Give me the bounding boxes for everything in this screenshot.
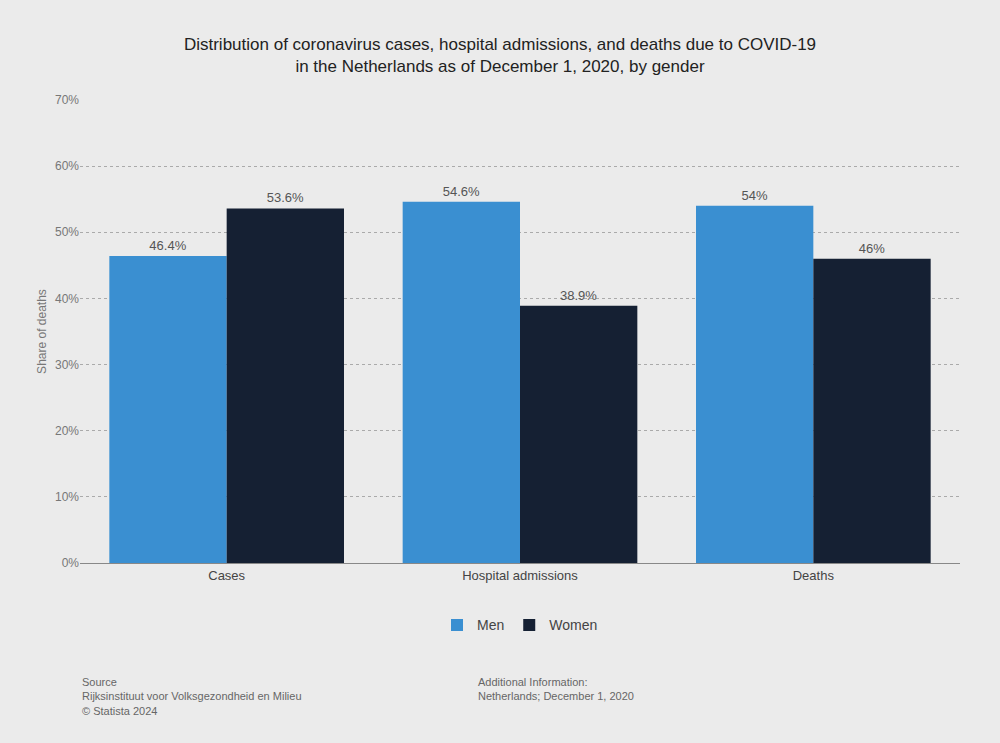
svg-text:30%: 30% <box>55 358 79 372</box>
svg-text:Cases: Cases <box>208 568 245 583</box>
svg-text:50%: 50% <box>55 225 79 239</box>
svg-text:10%: 10% <box>55 490 79 504</box>
svg-text:Additional Information:Netherl: Additional Information:Netherlands; Dece… <box>478 676 634 702</box>
svg-text:38.9%: 38.9% <box>560 288 597 303</box>
svg-text:Deaths: Deaths <box>793 568 835 583</box>
svg-text:Hospital admissions: Hospital admissions <box>462 568 578 583</box>
svg-text:Share of deaths: Share of deaths <box>35 289 49 374</box>
svg-text:Men: Men <box>477 617 504 633</box>
svg-text:Distribution of coronavirus ca: Distribution of coronavirus cases, hospi… <box>184 35 816 76</box>
svg-text:70%: 70% <box>55 93 79 107</box>
svg-text:53.6%: 53.6% <box>267 190 304 205</box>
svg-text:46.4%: 46.4% <box>149 238 186 253</box>
svg-text:SourceRijksinstituut voor Volk: SourceRijksinstituut voor Volksgezondhei… <box>82 676 302 717</box>
svg-text:54%: 54% <box>741 188 767 203</box>
svg-text:Women: Women <box>549 617 597 633</box>
svg-text:20%: 20% <box>55 424 79 438</box>
svg-text:0%: 0% <box>62 556 80 570</box>
svg-text:54.6%: 54.6% <box>443 184 480 199</box>
svg-text:40%: 40% <box>55 292 79 306</box>
svg-text:60%: 60% <box>55 159 79 173</box>
svg-text:46%: 46% <box>859 241 885 256</box>
